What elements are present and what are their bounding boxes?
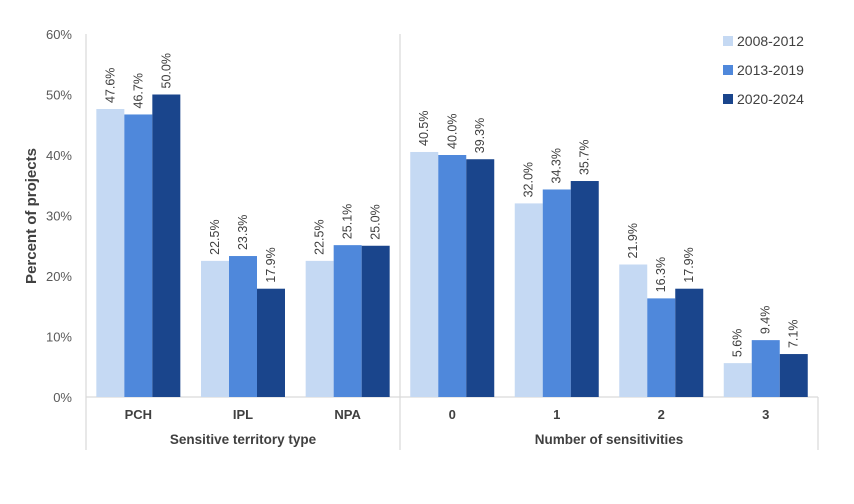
bar-2020-2024-3 bbox=[779, 354, 808, 397]
data-label: 40.0% bbox=[445, 114, 459, 149]
legend-swatch bbox=[723, 65, 733, 75]
bar-2013-2019-PCH bbox=[124, 114, 153, 397]
x-tick-label: IPL bbox=[233, 407, 253, 422]
x-tick-label: 1 bbox=[553, 407, 560, 422]
data-label: 46.7% bbox=[131, 73, 145, 108]
data-label: 16.3% bbox=[654, 257, 668, 292]
data-label: 17.9% bbox=[682, 247, 696, 282]
legend-label: 2008-2012 bbox=[737, 33, 804, 49]
legend-swatch bbox=[723, 36, 733, 46]
data-label: 25.0% bbox=[369, 204, 383, 239]
bar-2020-2024-1 bbox=[570, 181, 599, 397]
x-group-title: Sensitive territory type bbox=[170, 432, 317, 447]
data-label: 47.6% bbox=[103, 68, 117, 103]
bar-2013-2019-1 bbox=[542, 189, 571, 397]
y-tick-label: 50% bbox=[46, 88, 72, 103]
x-tick-label: NPA bbox=[334, 407, 361, 422]
bar-2008-2012-PCH bbox=[96, 109, 125, 398]
data-label: 35.7% bbox=[578, 140, 592, 175]
x-tick-label: 3 bbox=[762, 407, 769, 422]
legend: 2008-2012 2013-2019 2020-2024 bbox=[723, 33, 804, 107]
x-tick-label: 0 bbox=[449, 407, 456, 422]
x-tick-label: 2 bbox=[658, 407, 665, 422]
legend-swatch bbox=[723, 94, 733, 104]
x-group-title: Number of sensitivities bbox=[535, 432, 684, 447]
data-label: 22.5% bbox=[208, 219, 222, 254]
data-labels: 47.6% 46.7% 50.0% 22.5% 23.3% 17.9% 22.5% 25.1%… bbox=[103, 53, 800, 357]
y-axis-title: Percent of projects bbox=[23, 148, 40, 284]
y-tick-label: 0% bbox=[53, 390, 72, 405]
bar-2013-2019-IPL bbox=[229, 256, 257, 397]
legend-label: 2013-2019 bbox=[737, 62, 804, 78]
data-label: 9.4% bbox=[759, 306, 773, 335]
bar-2020-2024-IPL bbox=[257, 288, 285, 397]
bar-2020-2024-2 bbox=[675, 288, 704, 397]
bar-2020-2024-0 bbox=[466, 159, 495, 397]
bar-2008-2012-NPA bbox=[305, 260, 334, 397]
bar-2013-2019-2 bbox=[647, 298, 676, 397]
data-label: 23.3% bbox=[236, 215, 250, 250]
y-tick-label: 20% bbox=[46, 269, 72, 284]
data-label: 5.6% bbox=[731, 329, 745, 358]
bar-2013-2019-3 bbox=[751, 340, 780, 397]
data-label: 21.9% bbox=[626, 223, 640, 258]
data-label: 17.9% bbox=[264, 247, 278, 282]
data-label: 25.1% bbox=[341, 204, 355, 239]
x-tick-label: PCH bbox=[125, 407, 152, 422]
bar-2013-2019-NPA bbox=[333, 245, 362, 397]
bar-2020-2024-PCH bbox=[152, 94, 181, 397]
data-label: 39.3% bbox=[473, 118, 487, 153]
bar-2008-2012-IPL bbox=[201, 260, 229, 397]
bar-2008-2012-1 bbox=[514, 203, 543, 397]
legend-label: 2020-2024 bbox=[737, 91, 804, 107]
y-tick-label: 60% bbox=[46, 27, 72, 42]
bar-2020-2024-NPA bbox=[361, 245, 390, 397]
data-label: 50.0% bbox=[159, 53, 173, 88]
axes: 0% 10% 20% 30% 40% 50% 60% PCH IPL NPA Sensitive t… bbox=[46, 27, 819, 450]
y-tick-label: 10% bbox=[46, 330, 72, 345]
data-label: 40.5% bbox=[417, 111, 431, 146]
bars bbox=[96, 94, 808, 398]
bar-2008-2012-3 bbox=[723, 363, 752, 397]
y-tick-label: 40% bbox=[46, 148, 72, 163]
bar-2008-2012-0 bbox=[410, 151, 439, 397]
bar-2008-2012-2 bbox=[619, 264, 648, 397]
data-label: 7.1% bbox=[787, 320, 801, 349]
data-label: 34.3% bbox=[550, 148, 564, 183]
bar-2013-2019-0 bbox=[438, 155, 467, 397]
y-tick-label: 30% bbox=[46, 209, 72, 224]
data-label: 22.5% bbox=[313, 219, 327, 254]
data-label: 32.0% bbox=[522, 162, 536, 197]
